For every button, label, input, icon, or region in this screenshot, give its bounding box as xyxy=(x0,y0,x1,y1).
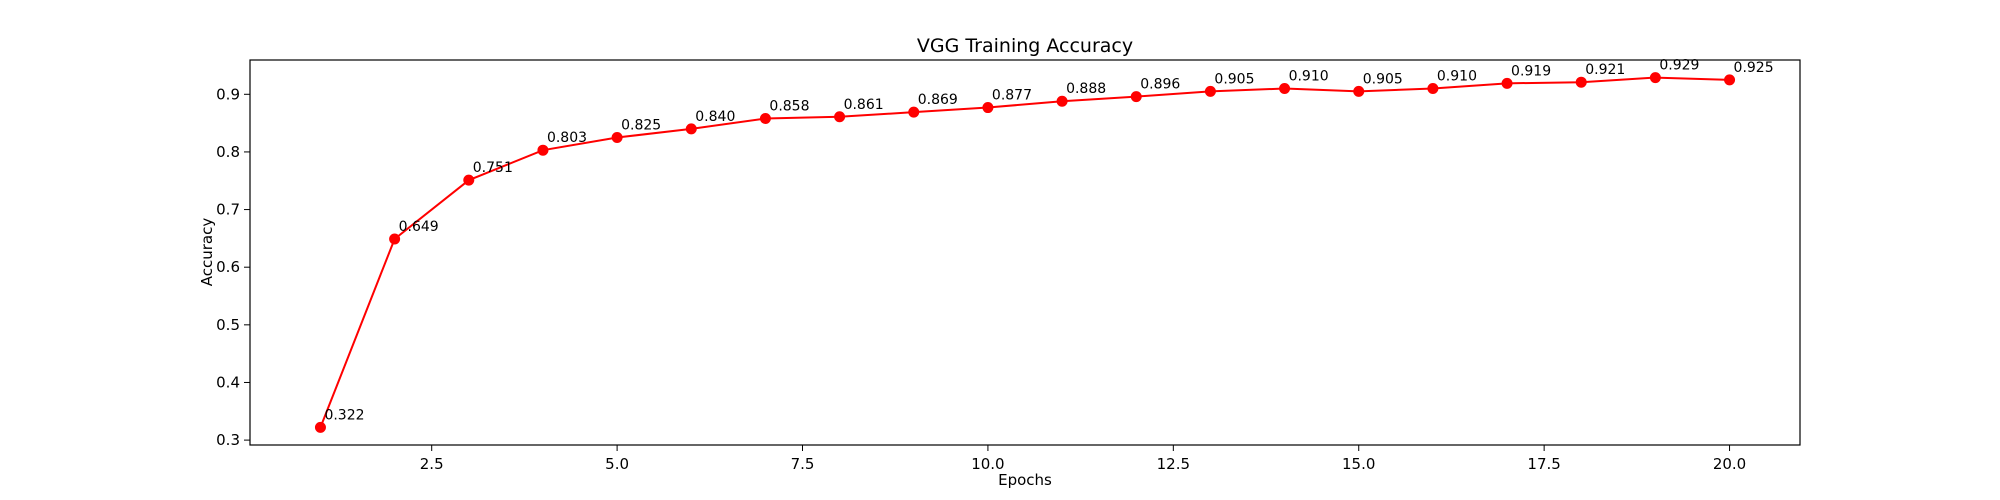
data-point xyxy=(982,102,994,114)
data-point xyxy=(314,421,326,433)
data-point xyxy=(908,106,920,118)
data-label: 0.649 xyxy=(399,219,439,235)
data-point xyxy=(759,112,771,124)
y-tick-label: 0.7 xyxy=(216,201,240,219)
data-point xyxy=(389,233,401,245)
data-label: 0.929 xyxy=(1659,58,1699,74)
data-label: 0.905 xyxy=(1214,71,1254,87)
data-point xyxy=(685,123,697,135)
data-point xyxy=(1056,95,1068,107)
data-point xyxy=(1427,83,1439,95)
plot-frame xyxy=(249,59,1801,446)
data-label: 0.910 xyxy=(1289,69,1329,85)
x-axis-label: Epochs xyxy=(998,471,1052,489)
data-label: 0.905 xyxy=(1363,71,1403,87)
data-point xyxy=(1130,91,1142,103)
x-tick-label: 15.0 xyxy=(1342,455,1375,473)
data-point xyxy=(1501,77,1513,89)
data-label: 0.322 xyxy=(324,407,364,423)
series-line xyxy=(319,76,1730,428)
y-axis-ticks: 0.3 0.4 0.5 0.6 0.7 0.8 0.9 xyxy=(216,85,250,449)
data-point xyxy=(463,174,475,186)
y-axis-label: Accuracy xyxy=(198,218,216,287)
x-tick-label: 7.5 xyxy=(791,455,815,473)
data-label: 0.877 xyxy=(992,88,1032,104)
data-label: 0.896 xyxy=(1140,77,1180,93)
plot-layer: 0.322 0.649 0.751 0.803 0.825 0.840 0.858 0.861… xyxy=(314,58,1774,433)
chart-title: VGG Training Accuracy xyxy=(917,35,1133,57)
data-label: 0.858 xyxy=(769,98,809,114)
y-tick-label: 0.5 xyxy=(216,316,240,334)
data-label: 0.861 xyxy=(844,97,884,113)
x-tick-label: 2.5 xyxy=(420,455,444,473)
data-point xyxy=(1204,85,1216,97)
data-label: 0.925 xyxy=(1734,60,1774,76)
data-point xyxy=(1279,83,1291,95)
data-point xyxy=(1724,74,1736,86)
data-label: 0.751 xyxy=(473,160,513,176)
x-tick-label: 20.0 xyxy=(1713,455,1746,473)
data-point xyxy=(537,144,549,156)
data-label: 0.840 xyxy=(695,109,735,125)
data-point xyxy=(611,132,623,144)
y-tick-label: 0.9 xyxy=(216,85,240,103)
data-point xyxy=(1649,72,1661,84)
data-label: 0.825 xyxy=(621,118,661,134)
data-point xyxy=(1353,85,1365,97)
data-point xyxy=(834,111,846,123)
y-tick-label: 0.8 xyxy=(216,143,240,161)
data-label: 0.919 xyxy=(1511,63,1551,79)
data-point xyxy=(1575,76,1587,88)
x-tick-label: 10.0 xyxy=(971,455,1004,473)
data-label: 0.910 xyxy=(1437,69,1477,85)
x-tick-label: 17.5 xyxy=(1527,455,1560,473)
data-label: 0.888 xyxy=(1066,81,1106,97)
data-label: 0.921 xyxy=(1585,62,1625,78)
y-tick-label: 0.3 xyxy=(216,431,240,449)
x-tick-label: 5.0 xyxy=(605,455,629,473)
data-label: 0.803 xyxy=(547,130,587,146)
x-axis-ticks: 2.5 5.0 7.5 10.0 12.5 15.0 17.5 20.0 xyxy=(420,445,1746,473)
x-tick-label: 12.5 xyxy=(1157,455,1190,473)
y-tick-label: 0.6 xyxy=(216,258,240,276)
y-tick-label: 0.4 xyxy=(216,373,240,391)
data-label: 0.869 xyxy=(918,92,958,108)
